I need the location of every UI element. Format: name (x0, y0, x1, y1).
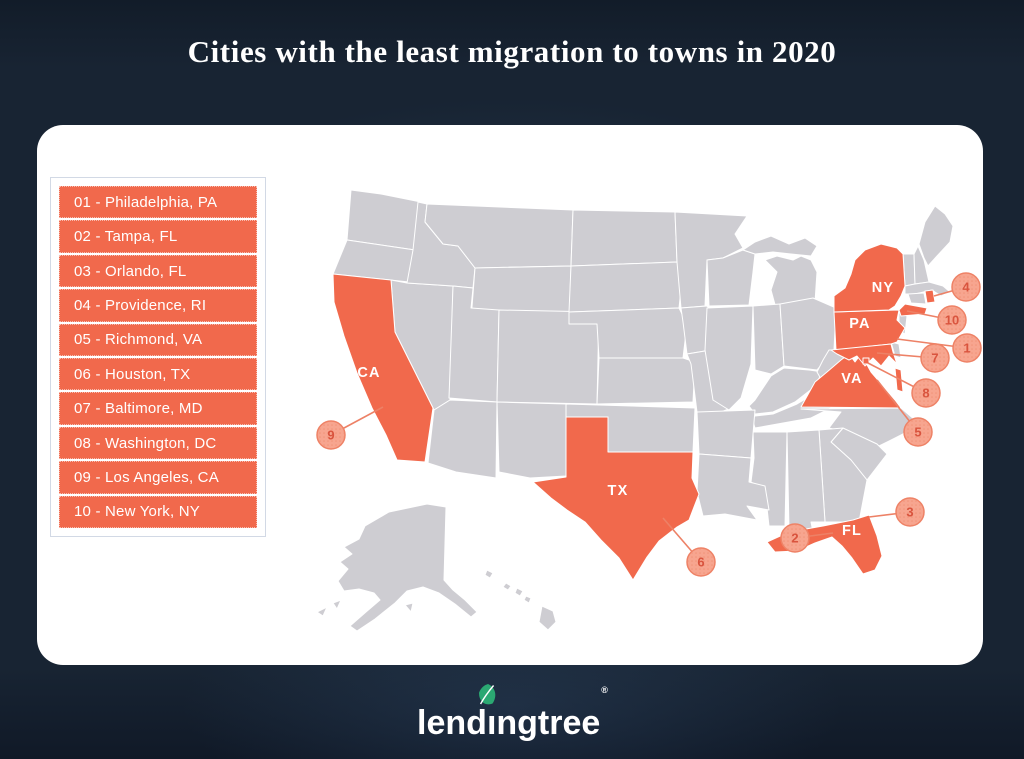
state-label-FL: FL (842, 523, 862, 539)
ranking-row-06: 06 - Houston, TX (59, 358, 257, 391)
ranking-row-label: 01 - Philadelphia, PA (74, 193, 218, 211)
ranking-row-label: 09 - Los Angeles, CA (74, 468, 219, 486)
logo-text: lendıngtree (417, 704, 601, 742)
state-LA (696, 453, 770, 521)
state-HI2 (502, 582, 512, 591)
logo-wordmark: lendıngtree® (417, 684, 608, 742)
state-RI (924, 289, 936, 304)
state-MI_UP (742, 235, 818, 257)
ranking-row-09: 09 - Los Angeles, CA (59, 461, 257, 494)
state-MS (750, 431, 788, 527)
map-marker-9: 9 (316, 420, 346, 450)
ranking-row-label: 03 - Orlando, FL (74, 262, 187, 280)
state-NH (913, 245, 930, 285)
state-label-NY: NY (872, 280, 895, 296)
ranking-row-01: 01 - Philadelphia, PA (59, 186, 257, 219)
ranking-row-04: 04 - Providence, RI (59, 289, 257, 322)
map-marker-6: 6 (686, 547, 716, 577)
state-AK3 (332, 599, 342, 610)
ranking-row-03: 03 - Orlando, FL (59, 254, 257, 288)
state-GA (818, 427, 868, 523)
state-NM (496, 401, 567, 479)
state-ES (894, 367, 904, 393)
state-AK4 (404, 602, 414, 613)
state-NY (833, 243, 906, 313)
ranking-row-10: 10 - New York, NY (59, 495, 257, 529)
ranking-row-label: 07 - Baltimore, MD (74, 400, 203, 418)
ranking-row-05: 05 - Richmond, VA (59, 323, 257, 357)
state-TX (532, 416, 700, 581)
state-HI3 (514, 587, 524, 597)
state-ME (918, 205, 954, 267)
content-card: 01 - Philadelphia, PA 02 - Tampa, FL 03 - … (37, 125, 983, 665)
state-AK2 (316, 606, 328, 617)
ranking-row-label: 06 - Houston, TX (74, 365, 191, 383)
state-WI (706, 249, 756, 307)
marker-number: 2 (791, 531, 798, 546)
state-ND (570, 209, 678, 267)
state-label-CA: CA (357, 365, 380, 381)
state-label-PA: PA (849, 316, 870, 332)
marker-number: 1 (963, 341, 970, 356)
ranking-row-label: 05 - Richmond, VA (74, 331, 203, 349)
map-marker-4: 4 (951, 272, 981, 302)
page-title: Cities with the least migration to towns… (187, 34, 837, 69)
state-WA (346, 189, 422, 251)
map-marker-2: 2 (780, 523, 810, 553)
state-AZ (427, 399, 498, 479)
state-DE (890, 341, 902, 359)
state-AR (696, 409, 756, 459)
marker-number: 8 (922, 386, 929, 401)
map-marker-7: 7 (920, 343, 950, 373)
state-KS (596, 357, 696, 405)
state-label-TX: TX (608, 483, 629, 499)
us-map: CA TX FL NY PA VA 1 2 3 4 5 6 7 8 9 10 (303, 160, 983, 660)
lendingtree-logo: lendıngtree® (417, 684, 608, 742)
state-HI4 (523, 595, 532, 604)
leaf-icon (479, 684, 496, 705)
registered-mark: ® (601, 685, 608, 695)
marker-number: 10 (945, 313, 959, 328)
state-label-VA: VA (841, 371, 862, 387)
state-IL (704, 305, 754, 411)
marker-number: 7 (931, 351, 938, 366)
map-marker-10: 10 (937, 305, 967, 335)
ranking-row-label: 04 - Providence, RI (74, 296, 207, 314)
state-MD (830, 343, 898, 367)
state-AL (786, 429, 826, 533)
us-map-svg: CA TX FL NY PA VA 1 2 3 4 5 6 7 8 9 10 (316, 189, 982, 632)
ranking-row-label: 02 - Tampa, FL (74, 228, 178, 246)
ranking-row-label: 08 - Washington, DC (74, 434, 217, 452)
ranking-row-07: 07 - Baltimore, MD (59, 392, 257, 425)
ranking-list: 01 - Philadelphia, PA 02 - Tampa, FL 03 - … (50, 177, 266, 537)
state-HI5 (538, 605, 557, 631)
map-marker-8: 8 (911, 378, 941, 408)
state-CA (332, 273, 434, 463)
ranking-row-02: 02 - Tampa, FL (59, 220, 257, 253)
state-AK (337, 503, 478, 632)
state-HI1 (484, 569, 494, 579)
marker-number: 6 (697, 555, 704, 570)
map-marker-3: 3 (895, 497, 925, 527)
ranking-row-08: 08 - Washington, DC (59, 426, 257, 460)
marker-number: 4 (962, 280, 970, 295)
marker-number: 5 (914, 425, 921, 440)
ranking-row-label: 10 - New York, NY (74, 503, 200, 521)
state-CT (907, 292, 927, 305)
map-marker-5: 5 (903, 417, 933, 447)
map-marker-1: 1 (952, 333, 982, 363)
marker-number: 9 (327, 428, 334, 443)
state-IN (752, 303, 785, 375)
state-SD (568, 261, 684, 313)
marker-number: 3 (906, 505, 913, 520)
